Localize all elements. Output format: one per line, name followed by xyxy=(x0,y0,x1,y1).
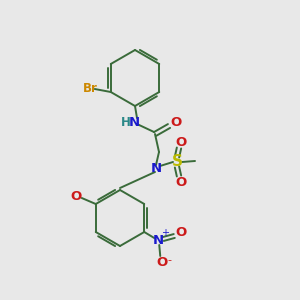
Text: O: O xyxy=(157,256,168,269)
Text: H: H xyxy=(121,116,131,130)
Text: O: O xyxy=(176,136,187,148)
Text: O: O xyxy=(70,190,81,202)
Text: -: - xyxy=(167,255,171,265)
Text: +: + xyxy=(161,228,169,238)
Text: S: S xyxy=(172,154,182,169)
Text: O: O xyxy=(176,176,187,188)
Text: N: N xyxy=(153,233,164,247)
Text: O: O xyxy=(170,116,182,130)
Text: N: N xyxy=(128,116,140,128)
Text: O: O xyxy=(176,226,187,239)
Text: N: N xyxy=(150,161,162,175)
Text: Br: Br xyxy=(83,82,98,94)
